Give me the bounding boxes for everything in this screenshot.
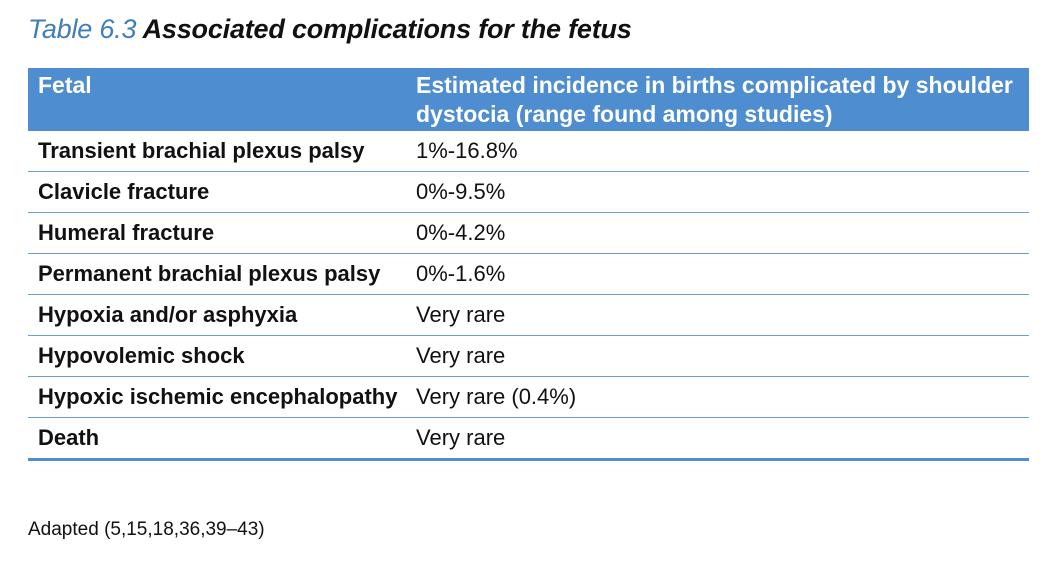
incidence-value: 0%-4.2% [406,212,1029,254]
table-row: Death Very rare [28,417,1029,461]
complication-name: Hypoxia and/or asphyxia [28,294,406,336]
complication-name: Permanent brachial plexus palsy [28,253,406,295]
complication-name: Clavicle fracture [28,171,406,213]
complication-name: Transient brachial plexus palsy [28,131,406,172]
complication-name: Hypoxic ischemic encephalopathy [28,376,406,418]
table-row: Hypovolemic shock Very rare [28,335,1029,377]
incidence-value: 0%-1.6% [406,253,1029,295]
complication-name: Hypovolemic shock [28,335,406,377]
incidence-value: Very rare [406,417,1029,461]
incidence-value: Very rare [406,294,1029,336]
table-row: Humeral fracture 0%-4.2% [28,212,1029,254]
complications-table: Fetal Estimated incidence in births comp… [28,68,1029,461]
table-number: Table 6.3 [28,14,137,44]
incidence-value: 0%-9.5% [406,171,1029,213]
header-incidence: Estimated incidence in births complicate… [406,68,1029,131]
table-row: Transient brachial plexus palsy 1%-16.8% [28,131,1029,172]
incidence-value: Very rare [406,335,1029,377]
source-note: Adapted (5,15,18,36,39–43) [28,519,265,540]
table-row: Hypoxic ischemic encephalopathy Very rar… [28,376,1029,418]
complication-name: Humeral fracture [28,212,406,254]
table-row: Hypoxia and/or asphyxia Very rare [28,294,1029,336]
complication-name: Death [28,417,406,461]
incidence-value: 1%-16.8% [406,131,1029,172]
table-title: Table 6.3 Associated complications for t… [28,14,632,45]
incidence-value: Very rare (0.4%) [406,376,1029,418]
table-caption: Associated complications for the fetus [142,14,632,44]
header-fetal: Fetal [28,68,406,131]
table-row: Permanent brachial plexus palsy 0%-1.6% [28,253,1029,295]
table-header-row: Fetal Estimated incidence in births comp… [28,68,1029,131]
table-row: Clavicle fracture 0%-9.5% [28,171,1029,213]
